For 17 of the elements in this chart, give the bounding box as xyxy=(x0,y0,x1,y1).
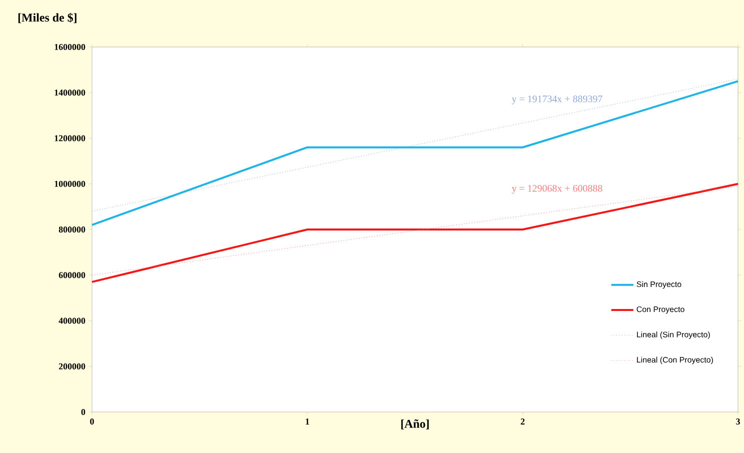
y-tick-label: 0 xyxy=(81,408,86,416)
y-tick-label: 1400000 xyxy=(54,90,86,96)
y-tick-label: 1600000 xyxy=(54,44,86,50)
y-tick-label: 1000000 xyxy=(54,180,86,187)
y-tick-label: 400000 xyxy=(58,318,86,324)
annotation: y = 191734x + 889397 xyxy=(512,96,602,104)
y-tick-label: 600000 xyxy=(58,272,86,278)
y-tick-label: 800000 xyxy=(58,226,86,233)
x-tick-label: 0 xyxy=(90,418,94,425)
x-axis-title: [Año] xyxy=(401,419,429,430)
y-tick-label: 200000 xyxy=(58,363,86,370)
chart-title: [Miles de $] xyxy=(18,12,76,24)
x-tick-label: 1 xyxy=(306,418,310,424)
x-tick-label: 3 xyxy=(736,418,740,425)
annotation: y = 129068x + 600888 xyxy=(512,184,602,194)
y-tick-label: 1200000 xyxy=(54,135,86,142)
x-tick-label: 2 xyxy=(520,418,525,424)
